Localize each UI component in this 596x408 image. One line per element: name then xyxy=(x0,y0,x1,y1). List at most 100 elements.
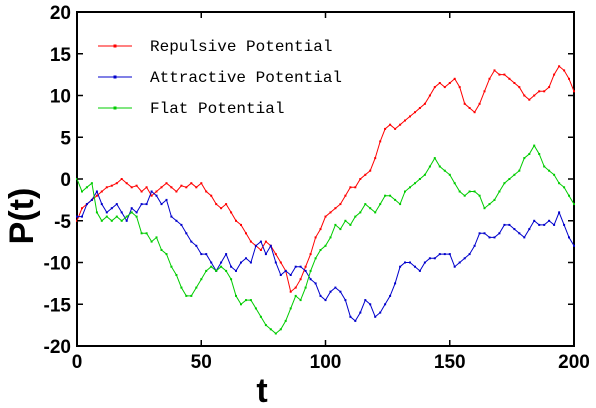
data-point xyxy=(260,241,262,243)
data-point xyxy=(374,316,376,318)
data-point xyxy=(454,78,456,80)
y-tick-label: 15 xyxy=(50,45,72,66)
data-point xyxy=(235,220,237,222)
data-point xyxy=(503,74,505,76)
data-point xyxy=(96,211,98,213)
data-point xyxy=(285,270,287,272)
data-point xyxy=(111,185,113,187)
data-point xyxy=(275,262,277,264)
data-point xyxy=(156,191,158,193)
data-point xyxy=(180,185,182,187)
data-point xyxy=(494,199,496,201)
data-point xyxy=(240,224,242,226)
data-point xyxy=(86,186,88,188)
data-point xyxy=(131,207,133,209)
data-point xyxy=(330,291,332,293)
data-point xyxy=(563,186,565,188)
data-point xyxy=(175,191,177,193)
data-point xyxy=(146,203,148,205)
data-point xyxy=(568,78,570,80)
data-point xyxy=(151,195,153,197)
data-point xyxy=(305,270,307,272)
data-point xyxy=(265,253,267,255)
data-point xyxy=(424,174,426,176)
y-tick-label: -20 xyxy=(44,337,71,358)
data-point xyxy=(399,266,401,268)
data-point xyxy=(339,291,341,293)
data-point xyxy=(523,95,525,97)
data-point xyxy=(166,253,168,255)
data-point xyxy=(533,95,535,97)
data-point xyxy=(96,191,98,193)
data-point xyxy=(494,69,496,71)
data-point xyxy=(245,232,247,234)
data-point xyxy=(185,186,187,188)
data-point xyxy=(295,295,297,297)
data-point xyxy=(131,211,133,213)
data-point xyxy=(528,99,530,101)
data-point xyxy=(434,257,436,259)
data-point xyxy=(325,245,327,247)
data-point xyxy=(275,333,277,335)
data-point xyxy=(76,216,78,218)
legend-item-attractive-potential: Attractive Potential xyxy=(98,69,342,87)
data-point xyxy=(96,195,98,197)
data-point xyxy=(280,328,282,330)
data-point xyxy=(205,191,207,193)
data-point xyxy=(394,199,396,201)
legend-marker xyxy=(114,76,117,79)
data-point xyxy=(354,320,356,322)
legend-label: Repulsive Potential xyxy=(150,38,332,56)
data-point xyxy=(568,195,570,197)
data-point xyxy=(151,191,153,193)
data-point xyxy=(170,186,172,188)
data-point xyxy=(533,220,535,222)
data-point xyxy=(369,207,371,209)
data-point xyxy=(359,312,361,314)
data-point xyxy=(513,228,515,230)
data-point xyxy=(339,228,341,230)
y-tick-label: -15 xyxy=(44,295,72,316)
data-point xyxy=(498,74,500,76)
data-point xyxy=(215,203,217,205)
data-point xyxy=(334,207,336,209)
data-point xyxy=(305,266,307,268)
data-point xyxy=(528,153,530,155)
data-point xyxy=(86,203,88,205)
data-point xyxy=(419,178,421,180)
data-point xyxy=(260,249,262,251)
legend-marker xyxy=(114,45,117,48)
data-point xyxy=(394,128,396,130)
data-point xyxy=(205,270,207,272)
data-point xyxy=(359,178,361,180)
data-point xyxy=(81,207,83,209)
data-point xyxy=(434,157,436,159)
data-point xyxy=(414,266,416,268)
data-point xyxy=(548,86,550,88)
data-point xyxy=(364,299,366,301)
data-point xyxy=(320,228,322,230)
data-point xyxy=(315,236,317,238)
y-tick-label: 20 xyxy=(50,3,71,24)
data-point xyxy=(210,262,212,264)
data-point xyxy=(568,236,570,238)
data-point xyxy=(334,224,336,226)
data-point xyxy=(479,195,481,197)
data-point xyxy=(265,324,267,326)
data-point xyxy=(285,320,287,322)
data-point xyxy=(573,203,575,205)
data-point xyxy=(374,157,376,159)
data-point xyxy=(185,232,187,234)
y-tick-label: -5 xyxy=(54,212,71,233)
data-point xyxy=(508,224,510,226)
data-point xyxy=(513,174,515,176)
data-point xyxy=(220,207,222,209)
data-point xyxy=(116,216,118,218)
data-point xyxy=(563,224,565,226)
data-point xyxy=(146,186,148,188)
data-point xyxy=(464,257,466,259)
data-point xyxy=(553,74,555,76)
data-point xyxy=(429,95,431,97)
data-point xyxy=(374,211,376,213)
data-point xyxy=(369,303,371,305)
